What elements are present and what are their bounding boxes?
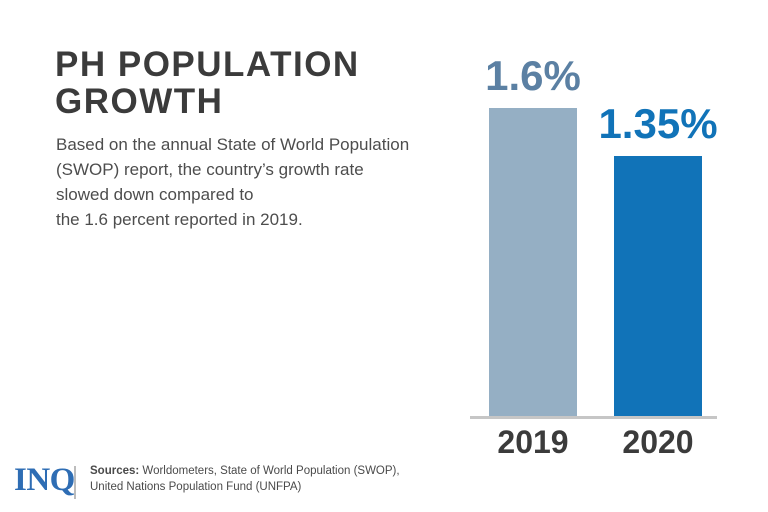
inq-logo: INQ [14,462,75,498]
category-label-2020: 2020 [622,424,694,460]
bar-group-2019: 1.6% [485,53,581,418]
bar-2020 [614,156,702,418]
value-label-2019: 1.6% [485,52,581,99]
sources-label: Sources: [90,465,140,477]
x-axis-baseline [470,416,717,419]
sources-body: Worldometers, State of World Population … [90,465,400,493]
bar-2019 [489,108,577,418]
value-label-2020: 1.35% [598,100,718,147]
page-title: PH POPULATION GROWTH [55,45,360,121]
sources-text: Sources: Worldometers, State of World Po… [90,464,400,495]
category-label-2019: 2019 [497,424,569,460]
description-text: Based on the annual State of World Popul… [56,135,410,229]
bar-group-2020: 1.35% [598,101,718,418]
footer-divider [74,466,76,499]
